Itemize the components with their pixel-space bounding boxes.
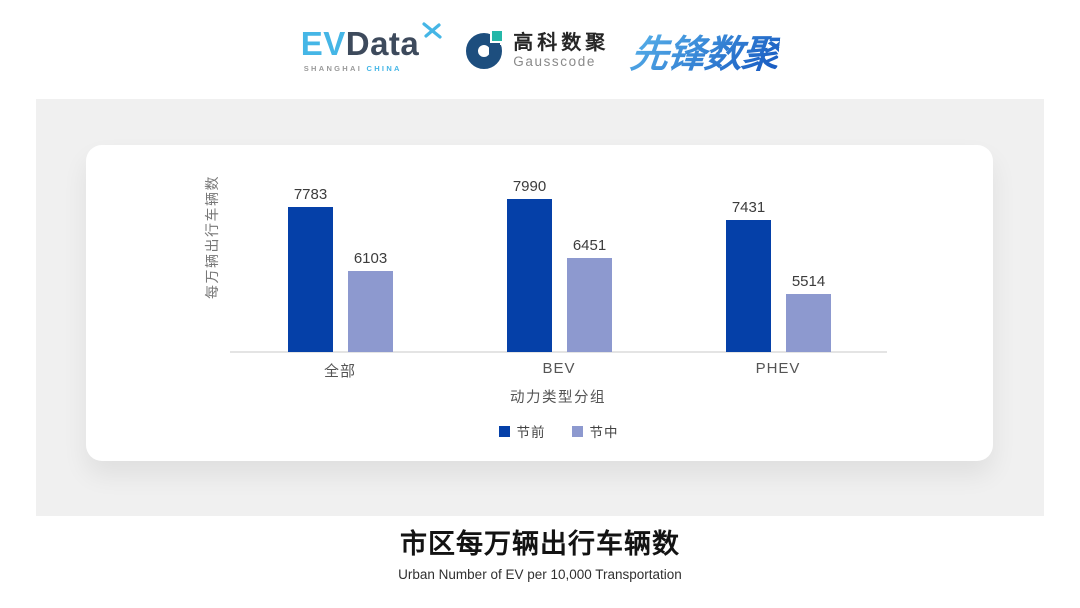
bar-value-label: 6103 [353, 250, 388, 267]
gausscode-cn-text: 高科数聚 [513, 31, 610, 54]
legend-item-节前: 节前 [498, 421, 546, 441]
page-title: 市区每万辆出行车辆数 [400, 529, 680, 559]
category-label-全部: 全部 [323, 363, 357, 380]
bar-value-label: 7990 [512, 178, 547, 195]
evdata-subtext: SHANGHAI CHINA [301, 64, 445, 73]
legend-label: 节中 [589, 425, 619, 440]
legend-swatch-icon [571, 425, 583, 437]
bar-节前-PHEV [726, 220, 771, 352]
legend-label: 节前 [516, 425, 546, 440]
bar-节中-全部 [348, 271, 393, 352]
evdata-ev-text: EV [300, 25, 346, 62]
evdata-data-text: Data [345, 25, 420, 62]
gausscode-g-icon [466, 30, 506, 70]
gausscode-text: 高科数聚 Gausscode [513, 32, 609, 69]
bar-节中-PHEV [786, 294, 831, 352]
chart-card: 每万辆出行车辆数 7783 6103 全部 7990 6451 BEV 7431 5514 PH… [86, 145, 993, 461]
evdata-wordmark: EV Data [300, 22, 445, 62]
category-label-BEV: BEV [542, 360, 576, 377]
pioneer-logo: 先锋数聚 [628, 23, 782, 78]
chart-legend: 节前 节中 [230, 421, 887, 441]
chart-panel: 每万辆出行车辆数 7783 6103 全部 7990 6451 BEV 7431 5514 PH… [36, 99, 1044, 516]
bar-节前-全部 [288, 207, 333, 352]
evdata-logo: EV Data SHANGHAI CHINA [300, 22, 445, 73]
header-logo-row: EV Data SHANGHAI CHINA 高科数聚 Gausscode 先锋数… [0, 0, 1080, 100]
y-axis-label: 每万辆出行车辆数 [204, 175, 220, 299]
legend-item-节中: 节中 [571, 421, 619, 441]
bar-节中-BEV [567, 258, 612, 352]
page-subtitle: Urban Number of EV per 10,000 Transporta… [398, 567, 682, 582]
bar-节前-BEV [507, 199, 552, 352]
bar-value-label: 5514 [791, 273, 826, 290]
evdata-star-icon [422, 22, 442, 39]
evdata-shanghai-text: SHANGHAI [303, 64, 363, 73]
bar-value-label: 6451 [572, 237, 607, 254]
gausscode-logo: 高科数聚 Gausscode [466, 30, 609, 70]
category-label-PHEV: PHEV [755, 360, 801, 377]
gausscode-en-text: Gausscode [513, 53, 596, 69]
x-axis-title: 动力类型分组 [510, 390, 606, 406]
bar-value-label: 7431 [731, 199, 766, 216]
x-axis-line [230, 351, 887, 353]
bar-value-label: 7783 [293, 186, 328, 203]
evdata-china-text: CHINA [366, 64, 402, 73]
legend-swatch-icon [498, 425, 510, 437]
